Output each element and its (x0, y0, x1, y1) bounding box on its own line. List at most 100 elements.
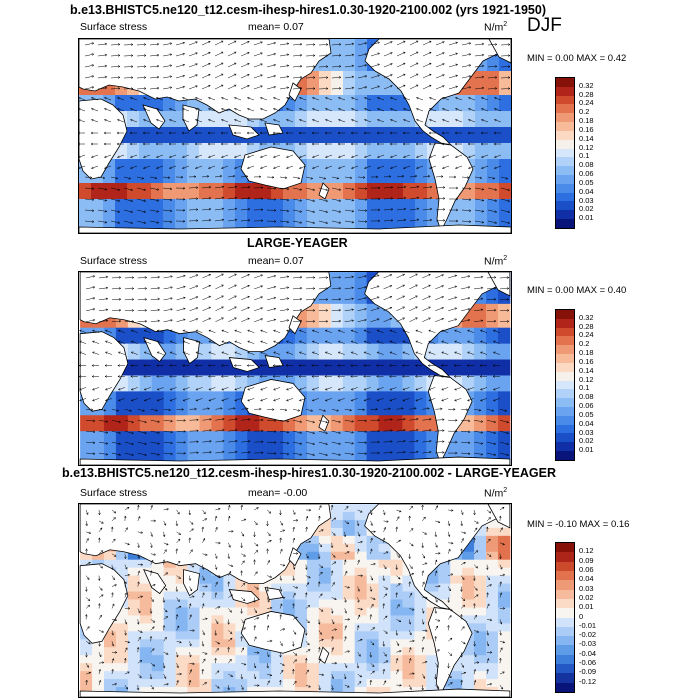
vector-arrowhead (234, 375, 237, 377)
vector-arrowhead (273, 330, 276, 333)
vector-arrowhead (468, 97, 471, 100)
vector-arrowhead (248, 429, 251, 431)
vector-arrowhead (195, 352, 198, 354)
vector-arrowhead (479, 408, 482, 411)
vector-arrow (131, 351, 138, 355)
vector-arrowhead (169, 87, 173, 89)
vector-arrowhead (221, 218, 224, 220)
field-cell (474, 383, 487, 392)
vector-arrow (208, 154, 216, 158)
vector-arrow (383, 41, 393, 46)
vector-arrowhead (248, 418, 251, 420)
vector-arrow (486, 287, 496, 290)
vector-arrowhead (144, 433, 147, 435)
vector-arrowhead (351, 75, 354, 77)
field-cell (127, 367, 141, 376)
field-cell (103, 319, 117, 329)
vector-arrowhead (429, 218, 433, 221)
vector-arrowhead (351, 276, 354, 279)
vector-arrowhead (169, 64, 172, 66)
vector-arrowhead (209, 274, 211, 277)
vector-arrowhead (402, 131, 406, 134)
vector-arrow (429, 119, 437, 123)
vector-arrowhead (104, 43, 108, 46)
vector-arrow (221, 108, 229, 112)
vector-arrowhead (312, 330, 314, 333)
field-cell (175, 103, 188, 112)
vector-arrowhead (506, 321, 510, 323)
field-cell (366, 311, 380, 321)
vector-arrow (280, 276, 289, 279)
vector-arrow (338, 351, 345, 355)
vector-arrowhead (428, 175, 431, 178)
field-cell (199, 223, 212, 232)
vector-arrowhead (429, 85, 432, 88)
field-cell (187, 151, 200, 160)
field-cell (487, 127, 500, 136)
vector-arrowhead (363, 143, 367, 146)
vector-arrowhead (364, 199, 368, 201)
vector-arrow (461, 297, 470, 301)
field-cell (199, 215, 212, 224)
field-cell (331, 135, 344, 144)
field-cell (139, 367, 153, 376)
vector-arrowhead (117, 221, 120, 224)
field-cell (343, 159, 356, 168)
vector-arrowhead (494, 76, 498, 78)
field-cell (330, 367, 344, 376)
field-cell (211, 351, 224, 361)
vector-arrowhead (454, 375, 457, 377)
field-cell (211, 167, 224, 176)
field-cell (342, 399, 356, 408)
vector-arrow (409, 197, 419, 200)
vector-arrow (221, 119, 229, 123)
field-cell (474, 359, 487, 369)
vector-arrow (331, 430, 341, 434)
vector-arrow (150, 320, 160, 322)
vector-arrowhead (260, 119, 263, 122)
field-cell (80, 415, 93, 424)
vector-arrowhead (480, 319, 484, 321)
vector-arrowhead (442, 166, 445, 169)
field-cell (355, 191, 368, 200)
field-cell (497, 431, 511, 440)
field-cell (187, 367, 200, 376)
vector-arrow (292, 176, 300, 179)
field-cell (366, 415, 380, 424)
vector-arrowhead (154, 178, 157, 180)
vector-arrow (422, 219, 432, 222)
vector-arrow (201, 197, 211, 200)
field-cell (426, 407, 439, 416)
vector-arrowhead (454, 398, 457, 401)
vector-arrowhead (104, 375, 108, 377)
vector-arrowhead (92, 398, 95, 401)
vector-arrow (162, 65, 172, 68)
vector-arrowhead (351, 319, 354, 321)
field-cell (331, 127, 344, 136)
vector-arrowhead (104, 364, 108, 366)
vector-arrowhead (182, 398, 185, 401)
vector-arrowhead (375, 176, 379, 179)
field-cell (390, 367, 403, 376)
field-cell (366, 431, 380, 440)
vector-arrowhead (493, 277, 497, 279)
vector-arrow (474, 176, 482, 179)
vector-arrow (454, 398, 462, 401)
vector-arrowhead (182, 352, 185, 354)
vector-arrowhead (442, 220, 446, 222)
vector-arrow (137, 419, 147, 423)
vector-arrow (487, 187, 497, 191)
vector-arrowhead (273, 64, 276, 67)
field-cell (271, 111, 284, 120)
field-cell (223, 175, 236, 184)
vector-arrow (409, 284, 418, 290)
vector-arrowhead (284, 177, 288, 179)
vector-arrowhead (156, 387, 159, 390)
vector-arrow (214, 197, 224, 200)
field-cell (378, 423, 392, 432)
field-cell (151, 447, 165, 456)
field-cell (330, 327, 344, 337)
field-cell (343, 191, 356, 200)
vector-arrow (137, 320, 147, 322)
vector-arrow (228, 295, 237, 301)
